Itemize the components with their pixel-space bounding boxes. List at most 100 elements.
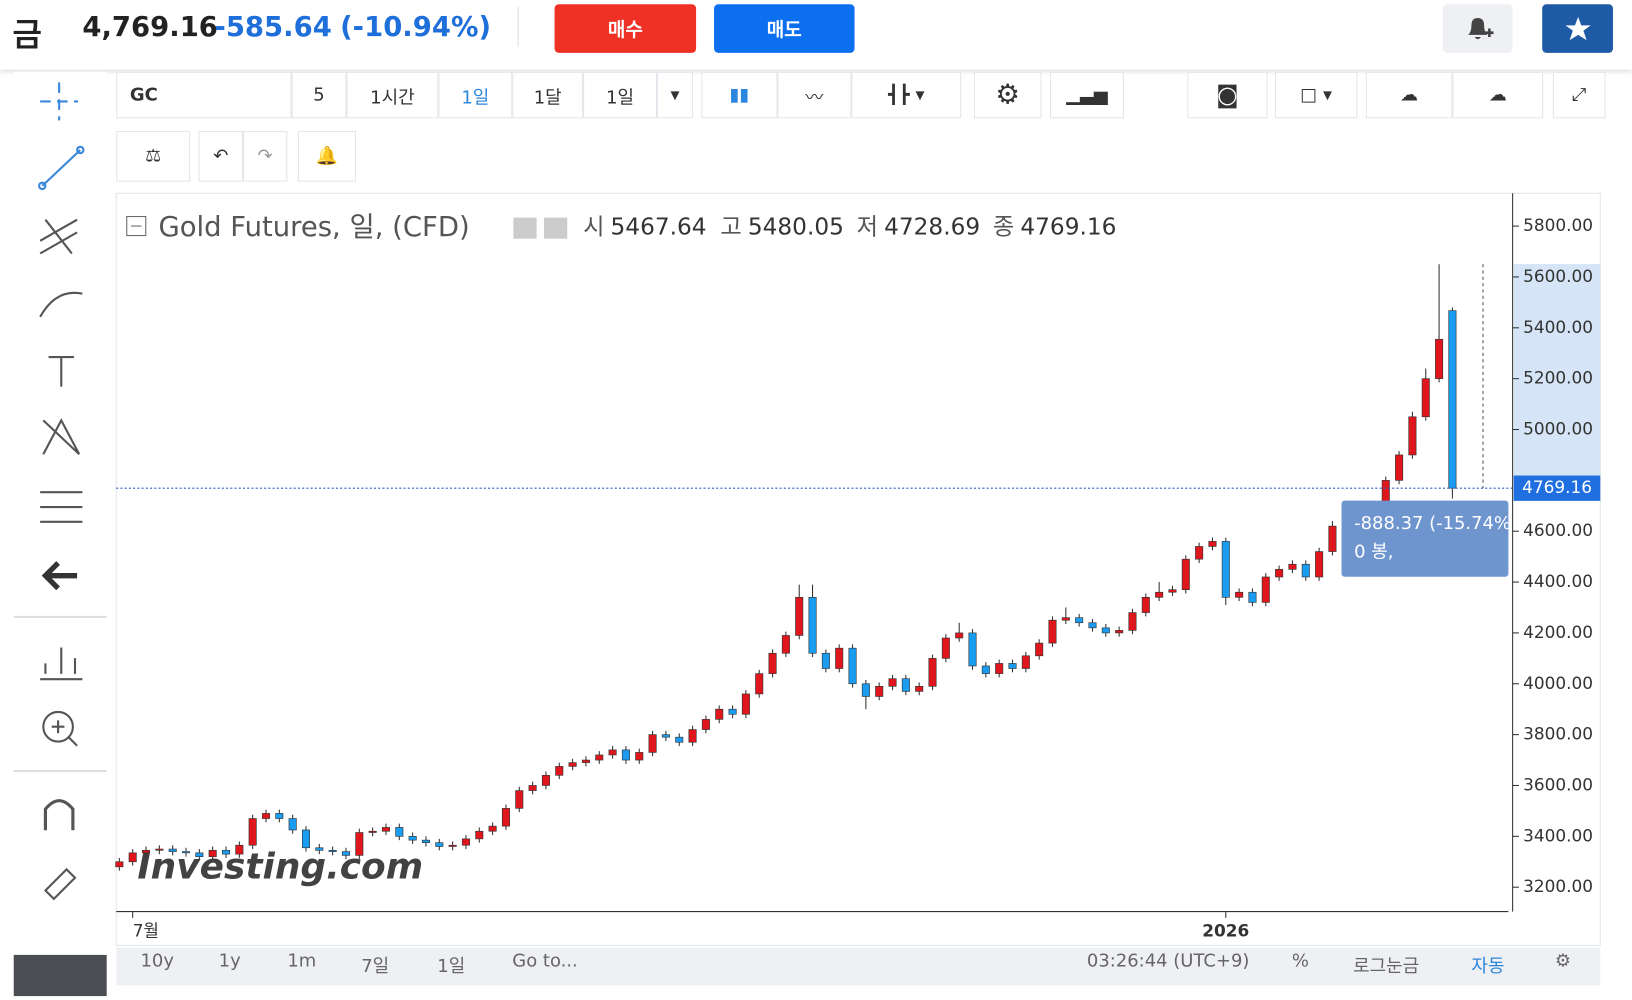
- range-button[interactable]: 1일: [437, 955, 466, 978]
- line-style[interactable]: 〰: [777, 71, 852, 119]
- x-tick-label: 2026: [1202, 921, 1249, 941]
- chart-title: Gold Futures, 일, (CFD): [158, 212, 469, 243]
- measure-change: -888.37 (-15.74%: [1354, 513, 1511, 534]
- measure-bars: 0 봉,: [1354, 541, 1393, 562]
- fullscreen[interactable]: ⤢: [1552, 71, 1606, 119]
- candle-body: [1155, 591, 1164, 598]
- drawing-tools: [13, 82, 107, 901]
- candle-body: [1075, 617, 1084, 624]
- candle-body: [928, 658, 937, 687]
- symbol-input[interactable]: GC: [116, 71, 292, 119]
- candle-body: [648, 734, 657, 753]
- candle-body: [368, 830, 377, 833]
- compare[interactable]: ⚖: [116, 130, 191, 182]
- candle-body: [235, 844, 244, 855]
- settings-button[interactable]: ⚙: [1554, 950, 1571, 972]
- legend-label: 종: [993, 214, 1014, 241]
- candle-body: [1448, 310, 1457, 489]
- y-tick-label: 5400.00: [1523, 317, 1593, 337]
- candle-body: [808, 597, 817, 654]
- candle-body: [1421, 378, 1430, 418]
- load[interactable]: ☁: [1365, 71, 1453, 119]
- log-toggle[interactable]: 로그눈금: [1353, 955, 1420, 978]
- percent-toggle[interactable]: %: [1291, 950, 1309, 972]
- candle-body: [581, 759, 590, 763]
- star-icon: [1564, 16, 1591, 41]
- clock: 03:26:44 (UTC+9): [1086, 950, 1250, 972]
- candle-body: [688, 729, 697, 743]
- candle-body: [915, 685, 924, 692]
- range-button[interactable]: 7일: [361, 955, 390, 978]
- candle-body: [941, 637, 950, 659]
- sell-button[interactable]: 매도: [714, 4, 855, 53]
- candle-body: [395, 827, 404, 837]
- auto-toggle[interactable]: 자동: [1471, 955, 1505, 978]
- screenshot[interactable]: ◙: [1187, 71, 1268, 119]
- candle-body: [795, 597, 804, 636]
- change: -585.64: [214, 11, 332, 44]
- candle-style[interactable]: ▮▮: [701, 71, 778, 119]
- candle-body: [341, 851, 350, 856]
- candle-body: [1115, 630, 1124, 634]
- interval[interactable]: 1일: [583, 71, 658, 119]
- candle-body: [661, 734, 670, 738]
- candle-body: [781, 635, 790, 654]
- y-tick-label: 5200.00: [1523, 368, 1593, 388]
- range-button[interactable]: 1y: [218, 950, 241, 972]
- candle-body: [115, 861, 124, 868]
- candle-body: [1221, 541, 1230, 598]
- y-tick-label: 3600.00: [1523, 774, 1593, 794]
- range-button[interactable]: 10y: [140, 950, 174, 972]
- interval-menu[interactable]: ▾: [657, 71, 693, 119]
- settings-icon: [543, 217, 568, 239]
- candle-body: [1141, 597, 1150, 613]
- candle-body: [821, 652, 830, 669]
- alert-button[interactable]: [1442, 4, 1513, 53]
- candle-body: [208, 849, 217, 857]
- candle-body: [955, 632, 964, 639]
- buy-button[interactable]: 매수: [554, 4, 697, 53]
- candle-body: [195, 852, 204, 857]
- candle-body: [701, 719, 710, 730]
- price-label: 4769.16: [1522, 477, 1592, 497]
- candle-body: [475, 830, 484, 840]
- candle-body: [275, 813, 284, 819]
- save[interactable]: ☁: [1452, 71, 1544, 119]
- candle-body: [621, 749, 630, 761]
- candle-body: [861, 683, 870, 697]
- chart-frame: [115, 192, 1601, 946]
- candle-body: [1301, 563, 1310, 578]
- watermark: Investing.com: [137, 846, 423, 887]
- bar-style[interactable]: ┫┣ ▾: [851, 71, 962, 119]
- candle-body: [1315, 551, 1324, 578]
- candle-body: [1408, 416, 1417, 456]
- layout[interactable]: □ ▾: [1274, 71, 1358, 119]
- add-alert[interactable]: 🔔: [297, 130, 356, 182]
- goto-button[interactable]: Go to...: [512, 950, 578, 972]
- candle-body: [755, 673, 764, 695]
- legend-label: 시: [583, 214, 604, 241]
- candle-body: [1061, 617, 1070, 621]
- range-button[interactable]: 1m: [287, 950, 317, 972]
- redo[interactable]: ↷: [242, 130, 288, 182]
- y-tick-label: 3200.00: [1523, 876, 1593, 896]
- symbol: 금: [12, 16, 42, 54]
- favorite-button[interactable]: [1542, 4, 1613, 53]
- candle-body: [888, 678, 897, 687]
- indicators[interactable]: ▁▃▅: [1049, 71, 1124, 119]
- candle-body: [435, 842, 444, 847]
- collapse-button[interactable]: [13, 954, 107, 997]
- candle-body: [1048, 619, 1057, 644]
- change-pct: (-10.94%): [340, 11, 492, 44]
- interval[interactable]: 5: [291, 71, 347, 119]
- bell-icon: [1468, 17, 1494, 40]
- candle-body: [1208, 541, 1217, 547]
- settings[interactable]: ⚙: [973, 71, 1042, 119]
- measure-tooltip: [1341, 500, 1509, 577]
- candle-body: [515, 790, 524, 809]
- interval[interactable]: 1일: [438, 71, 513, 119]
- interval[interactable]: 1시간: [346, 71, 439, 119]
- interval[interactable]: 1달: [512, 71, 584, 119]
- candle-body: [1181, 558, 1190, 591]
- undo[interactable]: ↶: [198, 130, 243, 182]
